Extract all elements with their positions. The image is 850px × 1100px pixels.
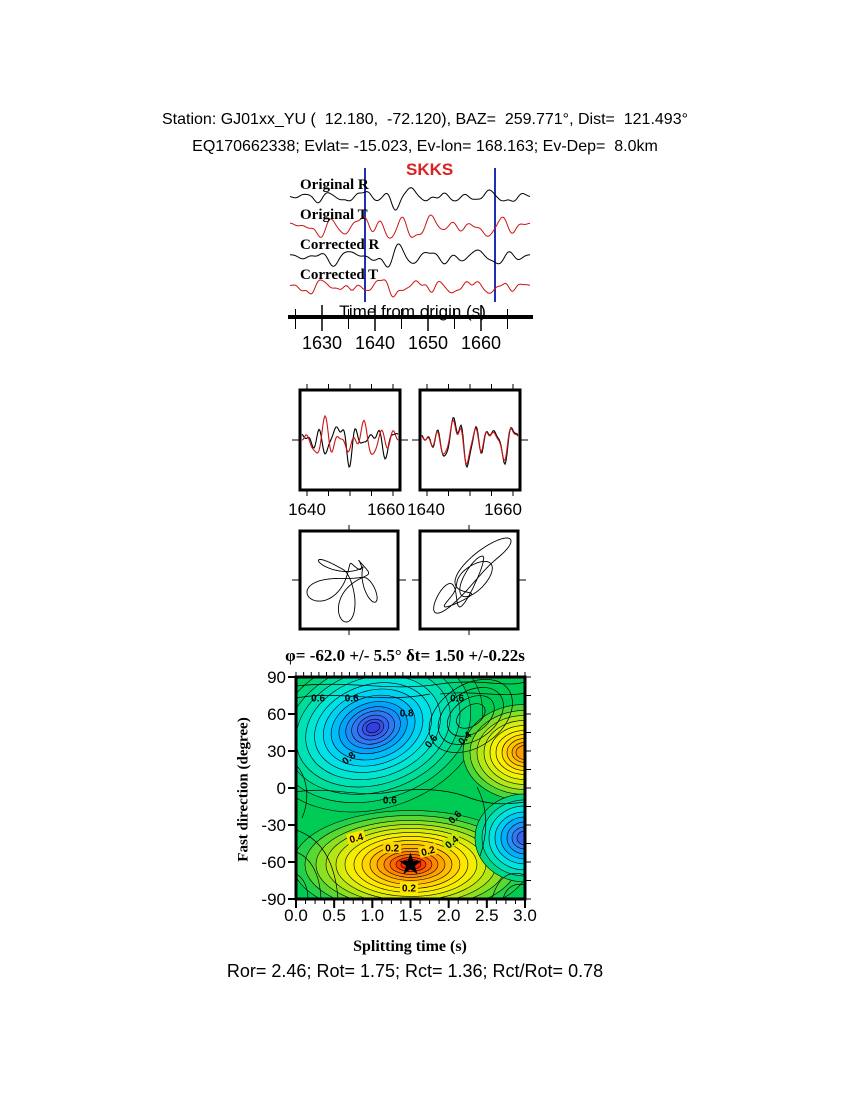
y-tick-label: -90	[261, 890, 286, 909]
waveform-trace-corrected-r	[290, 243, 531, 268]
open-contour-5	[296, 829, 339, 899]
contour-label: 0.4	[348, 832, 365, 846]
y-tick-label: -60	[261, 853, 286, 872]
comparison-trace-corrected-t	[421, 418, 519, 465]
time-tick-label: 1640	[354, 333, 396, 353]
open-contour-6	[296, 851, 322, 899]
contour-label-bg	[417, 842, 439, 859]
open-contour-7	[296, 873, 309, 899]
trace-label-original-t: Original T	[300, 207, 368, 223]
x-tick-label: 0.5	[322, 906, 346, 925]
contour-label-group: 0.6	[450, 693, 464, 704]
comparison-trace-original-t	[301, 414, 399, 456]
time-tick-label: 1660	[460, 333, 502, 353]
x-tick-label: 2.0	[437, 906, 461, 925]
contour-ring-open	[447, 695, 495, 737]
contour-label: 0.8	[400, 709, 414, 720]
open-contour-1	[296, 693, 431, 699]
contour-label-bg	[346, 829, 367, 846]
x-tick-label: 0.0	[284, 906, 308, 925]
contour-label-group: 0.4	[346, 829, 367, 846]
particle-motion-path-corrected	[433, 537, 512, 614]
event-info-line: EQ170662338; Evlat= -15.023, Ev-lon= 168…	[192, 138, 658, 155]
waveform-panel: Original R Original T Corrected R Corrected…	[289, 168, 531, 302]
x-tick-label: 2.5	[475, 906, 499, 925]
particle-motion-path-original	[306, 559, 378, 623]
results-line: Ror= 2.46; Rot= 1.75; Rct= 1.36; Rct/Rot…	[226, 961, 604, 981]
contour-label-bg	[383, 841, 402, 853]
contour-label-group: 0.2	[383, 841, 402, 854]
contour-label-group: 0.2	[399, 881, 418, 894]
x-tick-label: 3.0	[513, 906, 537, 925]
contour-ring-open	[428, 679, 513, 753]
particle-box-corrected	[418, 529, 520, 631]
comparison-trace-original-r	[301, 426, 399, 469]
contour-label: 0.6	[311, 693, 325, 704]
open-contour-2	[439, 692, 525, 696]
contour-label: 0.6	[345, 693, 359, 704]
comparison-panel	[292, 384, 528, 496]
open-contour-0	[296, 681, 525, 688]
contour-label-group: 0.2	[417, 842, 439, 859]
contour-field: 0.6 0.6 0.60.80.80.6 0.40.60.60.40.2 0.20.40…	[296, 677, 525, 899]
contour-label-group: 0.6	[345, 693, 359, 704]
best-fit-star	[399, 852, 422, 875]
waveform-trace-corrected-t	[289, 279, 531, 298]
error-surface-plot: 0.6 0.6 0.60.80.80.6 0.40.60.60.40.2 0.20.40…	[261, 668, 537, 925]
phase-label: SKKS	[406, 160, 454, 179]
time-axis	[288, 305, 533, 331]
y-tick-label: 60	[267, 705, 286, 724]
contour-label-bg	[399, 881, 418, 893]
open-contour-10	[502, 883, 525, 899]
box-tick-label: 1640	[288, 500, 326, 519]
contour-label: 0.6	[383, 795, 397, 806]
contour-label: 0.6	[450, 693, 464, 704]
contour-title: φ= -62.0 +/- 5.5° δt= 1.50 +/-0.22s	[285, 646, 525, 665]
y-tick-label: 0	[277, 779, 286, 798]
time-axis-line	[288, 315, 533, 319]
time-tick-label: 1630	[301, 333, 343, 353]
open-contour-4	[296, 764, 308, 819]
contour-ring-low-misfit-upper	[365, 722, 381, 734]
time-tick-label: 1650	[407, 333, 449, 353]
splitting-time-axis-label: Splitting time (s)	[353, 938, 467, 955]
contour-label: 0.2	[385, 843, 399, 854]
box-tick-label: 1660	[484, 500, 522, 519]
open-contour-9	[491, 873, 525, 899]
time-axis-label: Time from origin (s)	[339, 302, 486, 321]
contour-ring-open	[456, 703, 486, 729]
box-tick-label: 1640	[407, 500, 445, 519]
box-tick-label: 1660	[367, 500, 405, 519]
trace-label-original-r: Original R	[300, 177, 369, 193]
station-info-line: Station: GJ01xx_YU ( 12.180, -72.120), B…	[162, 111, 688, 128]
y-tick-label: 30	[267, 742, 286, 761]
trace-label-corrected-t: Corrected T	[300, 267, 378, 283]
open-contour-3	[296, 789, 525, 805]
contour-label-bg	[440, 831, 462, 852]
waveform-trace-original-r	[289, 187, 531, 211]
contour-label-group: 0.6	[311, 693, 325, 704]
open-contour-8	[476, 786, 487, 857]
x-tick-label: 1.5	[399, 906, 423, 925]
contour-label: 0.2	[420, 845, 437, 859]
waveform-trace-original-t	[290, 214, 531, 239]
y-tick-label: 90	[267, 668, 286, 687]
particle-box-original	[298, 529, 400, 631]
contour-label-group: 0.8	[400, 709, 414, 720]
contour-label: 0.2	[402, 883, 416, 894]
trace-label-corrected-r: Corrected R	[300, 237, 379, 253]
contour-ring-open	[437, 687, 504, 745]
particle-motion-panel	[292, 525, 526, 635]
x-tick-label: 1.0	[361, 906, 385, 925]
contour-label-group: 0.6	[383, 795, 397, 806]
y-tick-label: -30	[261, 816, 286, 835]
